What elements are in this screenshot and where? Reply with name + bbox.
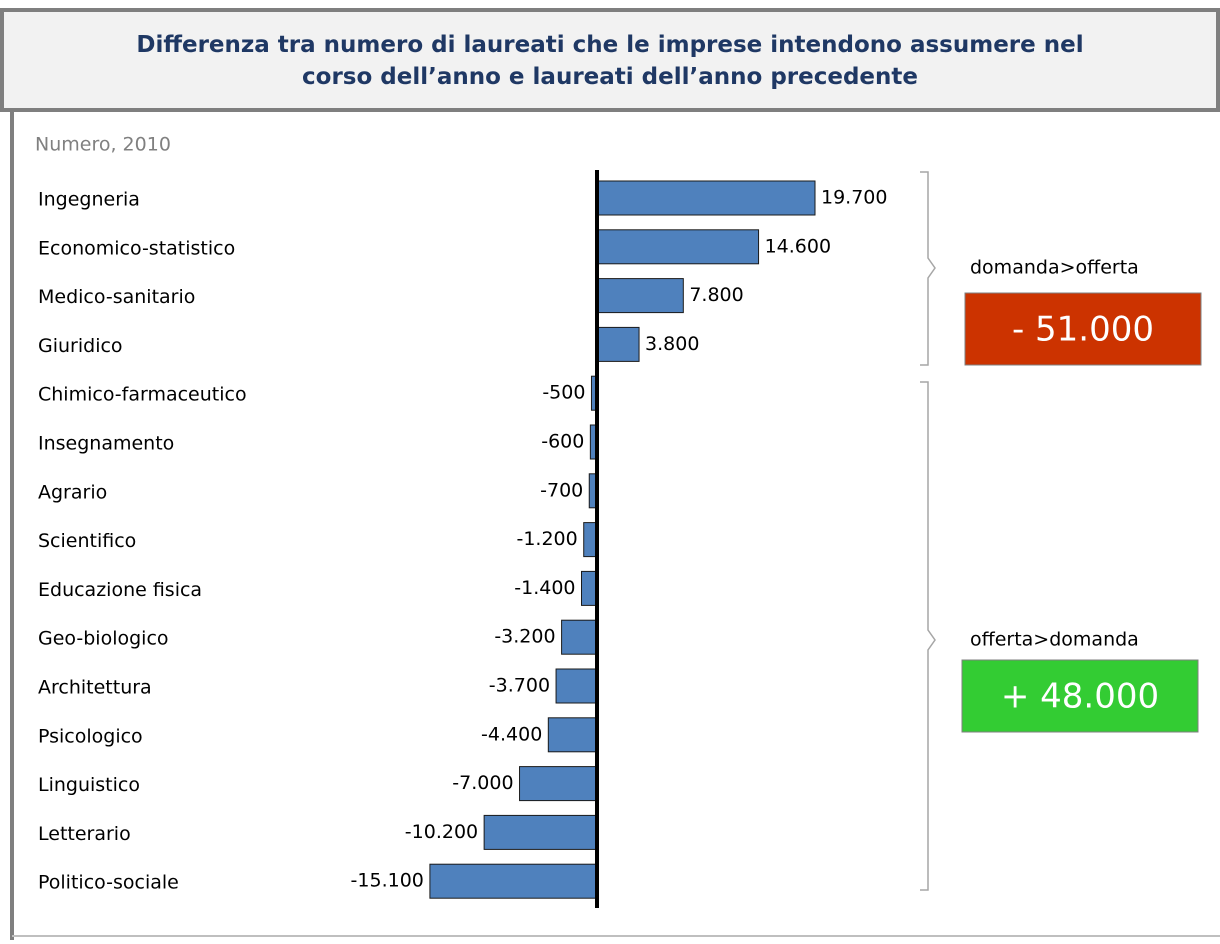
bar — [483, 814, 598, 850]
group-total: - 51.000 — [1012, 310, 1154, 350]
value-label: 7.800 — [689, 284, 743, 306]
group-box — [961, 659, 1199, 733]
value-label: -1.400 — [514, 577, 575, 599]
value-label: 19.700 — [821, 187, 887, 209]
bar — [581, 570, 598, 606]
category-label: Agrario — [38, 481, 107, 503]
bar — [596, 278, 684, 314]
value-label: -500 — [542, 382, 585, 404]
bar — [596, 229, 760, 265]
category-label: Economico-statistico — [38, 237, 235, 259]
bar — [547, 717, 598, 753]
group-label: domanda>offerta — [970, 257, 1139, 279]
value-label: -600 — [541, 431, 584, 453]
value-label: -15.100 — [351, 870, 424, 892]
category-label: Educazione fisica — [38, 579, 202, 601]
group-total: + 48.000 — [1001, 677, 1159, 717]
value-label: 14.600 — [765, 235, 831, 257]
bracket — [920, 381, 936, 891]
category-label: Ingegneria — [38, 189, 140, 211]
bar — [429, 863, 598, 899]
category-label: Letterario — [38, 823, 131, 845]
category-label: Linguistico — [38, 774, 140, 796]
value-label: -4.400 — [481, 723, 542, 745]
category-label: Chimico-farmaceutico — [38, 384, 247, 406]
value-label: -1.200 — [516, 528, 577, 550]
bar — [596, 180, 816, 216]
bar — [596, 326, 640, 362]
bracket — [920, 171, 936, 366]
bar — [555, 668, 598, 704]
category-label: Architettura — [38, 677, 152, 699]
bar — [561, 619, 598, 655]
value-label: 3.800 — [645, 333, 699, 355]
category-label: Giuridico — [38, 335, 123, 357]
value-label: -3.200 — [494, 626, 555, 648]
value-label: -3.700 — [489, 675, 550, 697]
subtitle: Numero, 2010 — [35, 134, 171, 156]
bar — [519, 766, 598, 802]
value-label: -7.000 — [452, 772, 513, 794]
value-label: -10.200 — [405, 821, 478, 843]
value-label: -700 — [540, 479, 583, 501]
group-label: offerta>domanda — [970, 629, 1139, 651]
chart-title: Differenza tra numero di laureati che le… — [136, 32, 1083, 90]
category-label: Psicologico — [38, 725, 143, 747]
title-box — [0, 8, 1220, 112]
category-label: Scientifico — [38, 530, 136, 552]
category-label: Insegnamento — [38, 433, 174, 455]
category-label: Medico-sanitario — [38, 286, 195, 308]
category-label: Politico-sociale — [38, 872, 179, 894]
category-label: Geo-biologico — [38, 628, 169, 650]
group-box — [964, 292, 1202, 366]
